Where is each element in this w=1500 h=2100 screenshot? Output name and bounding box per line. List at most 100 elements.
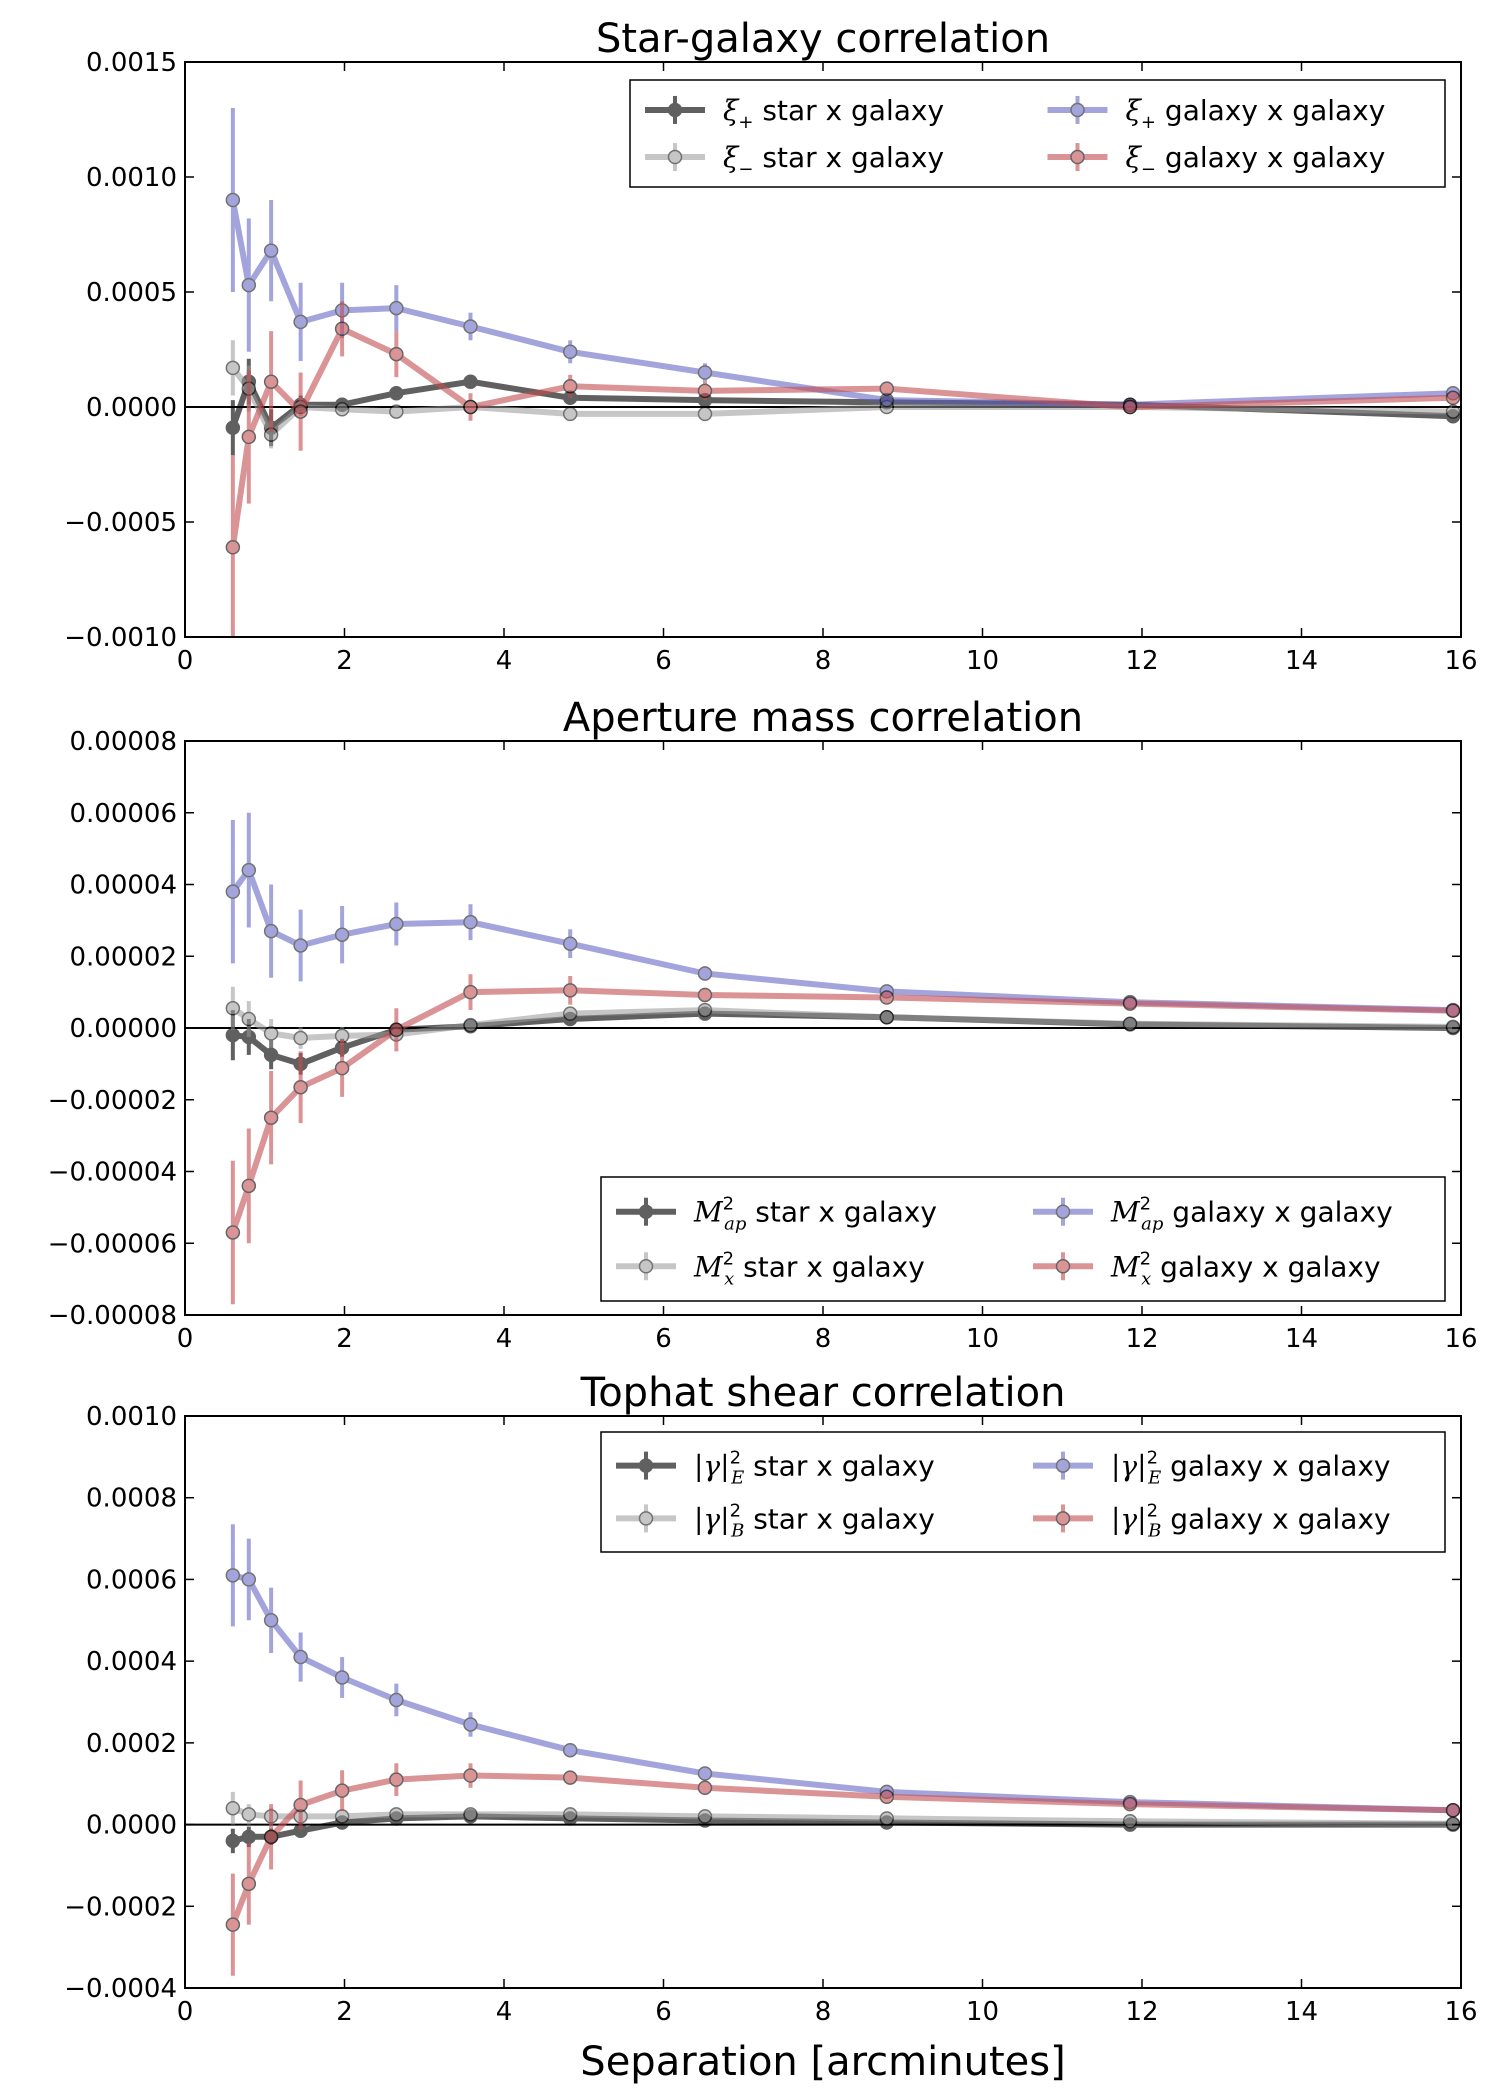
x-tick-label: 4	[496, 1324, 513, 1354]
data-point	[263, 1829, 279, 1845]
data-point	[1445, 1803, 1461, 1818]
y-tick-label: 0.0002	[86, 1729, 177, 1759]
data-point	[879, 1811, 895, 1826]
data-point	[562, 379, 578, 394]
legend-label: ξ− star x galaxy	[723, 141, 944, 180]
legend-marker	[1033, 1451, 1093, 1480]
data-point	[1122, 1796, 1138, 1812]
y-tick-label: −0.00008	[48, 1301, 177, 1331]
y-tick-label: 0.00002	[69, 942, 177, 972]
data-point	[263, 374, 279, 389]
data-point	[1122, 1016, 1138, 1031]
y-tick-label: −0.0004	[64, 1974, 177, 2004]
data-point	[463, 914, 478, 930]
data-point	[334, 402, 350, 417]
data-point	[463, 374, 478, 389]
data-point	[1122, 1814, 1138, 1829]
data-point	[697, 1766, 713, 1781]
y-tick-label: 0.0006	[86, 1565, 177, 1595]
data-point	[225, 1225, 241, 1240]
legend-marker	[1033, 1252, 1093, 1281]
data-point	[562, 406, 578, 422]
legend-marker	[1047, 95, 1108, 124]
legend-dot	[667, 102, 683, 118]
legend-label: ξ− galaxy x galaxy	[1126, 141, 1386, 180]
legend-dot	[638, 1458, 654, 1473]
data-point	[1445, 1003, 1461, 1019]
data-point	[293, 404, 308, 419]
data-point	[389, 1022, 404, 1038]
y-tick-label: 0.0008	[86, 1484, 177, 1514]
data-point	[293, 1079, 308, 1095]
y-tick-label: 0.0010	[86, 163, 177, 193]
series-line	[229, 199, 1454, 408]
data-point	[463, 1717, 478, 1732]
y-tick-label: −0.00004	[48, 1158, 177, 1188]
data-point	[334, 1783, 350, 1798]
data-point	[263, 243, 279, 258]
data-point	[389, 1772, 404, 1787]
y-tick-label: 0.00006	[69, 799, 177, 829]
data-point	[263, 1613, 279, 1628]
x-tick-label: 8	[815, 1997, 832, 2027]
y-tick-label: −0.0005	[64, 508, 177, 538]
data-point	[879, 990, 895, 1005]
data-point	[225, 1027, 241, 1043]
data-point	[1445, 1019, 1461, 1035]
x-tick-label: 2	[336, 1324, 353, 1354]
plot-area	[225, 1524, 1461, 1976]
data-point	[263, 923, 279, 939]
data-point	[389, 346, 404, 362]
legend-marker	[1047, 143, 1108, 172]
data-point	[389, 1807, 404, 1822]
x-tick-label: 4	[496, 1997, 513, 2027]
legend-frame	[600, 1431, 1446, 1553]
x-tick-label: 10	[966, 1997, 999, 2027]
data-point	[225, 540, 241, 555]
x-tick-label: 6	[655, 1324, 672, 1354]
series-line	[230, 366, 1454, 438]
y-tick-label: 0.00004	[69, 871, 177, 901]
legend-marker	[1033, 1504, 1093, 1533]
y-tick-label: 0.0000	[86, 1811, 177, 1841]
y-tick-label: 0.0010	[86, 1402, 177, 1432]
tophat-shear-panel: Tophat shear correlation 0 2 4 6 8 10 12 14 16 −0.…	[64, 1370, 1477, 2027]
data-point	[697, 966, 713, 981]
legend-dot	[667, 149, 683, 165]
data-point	[463, 984, 478, 1000]
legend: ξ+ star x galaxy ξ+ galaxy x galaxy ξ− sta…	[629, 79, 1446, 188]
chart-title: Aperture mass correlation	[563, 695, 1083, 741]
x-tick-label: 0	[177, 1997, 194, 2027]
data-point	[241, 1876, 257, 1892]
data-point	[1445, 404, 1461, 419]
legend-marker	[616, 1197, 676, 1226]
data-point	[697, 406, 713, 422]
data-point	[463, 1017, 478, 1033]
data-point	[293, 1649, 308, 1665]
data-point	[463, 399, 478, 415]
data-point	[241, 1572, 257, 1587]
series-line	[232, 1572, 1454, 1814]
data-point	[697, 1809, 713, 1824]
series-line	[229, 987, 1454, 1234]
legend-frame	[629, 79, 1446, 188]
legend-marker	[645, 143, 705, 172]
legend-dot	[1055, 1511, 1071, 1526]
data-point	[241, 429, 257, 445]
chart-title: Star-galaxy correlation	[596, 16, 1050, 62]
series-line	[229, 325, 1454, 548]
chart-title: Tophat shear correlation	[580, 1370, 1066, 1416]
legend-dot	[638, 1204, 654, 1219]
x-tick-label: 14	[1285, 646, 1318, 676]
y-tick-label: −0.0002	[64, 1892, 177, 1922]
x-axis-label: Separation [arcminutes]	[580, 2039, 1065, 2085]
legend-label: ξ+ galaxy x galaxy	[1126, 94, 1386, 133]
legend-label: ξ+ star x galaxy	[723, 94, 944, 133]
series-line	[230, 1772, 1454, 1926]
data-point	[697, 1002, 713, 1018]
star-galaxy-panel: Star-galaxy correlation 0 2 4 6 8 10 12 14 16 −0.0…	[64, 16, 1477, 676]
legend-dot	[1070, 102, 1085, 118]
y-tick-label: 0.0015	[86, 48, 177, 78]
data-point	[562, 1770, 578, 1785]
legend-label: |γ|2 E galaxy x galaxy	[1111, 1448, 1391, 1489]
